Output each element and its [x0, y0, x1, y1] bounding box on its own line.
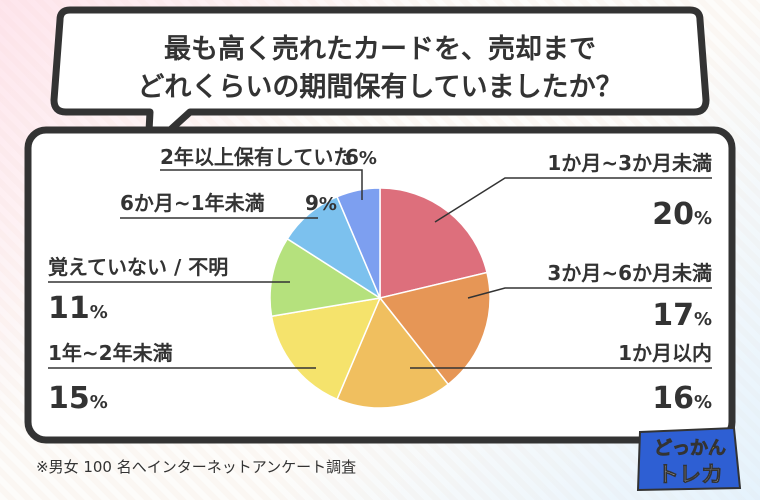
leader-line-1	[434, 177, 712, 223]
title-bubble-shape	[50, 6, 710, 154]
title-line-1: 最も高く売れたカードを、売却まで	[164, 33, 596, 65]
footnote: ※男女 100 名へインターネットアンケート調査	[36, 458, 357, 476]
leader-line-7	[160, 169, 363, 200]
slice-value-3: 16%	[652, 381, 712, 416]
slice-label-3: 1か月以内	[618, 341, 712, 365]
title-bubble: 最も高く売れたカードを、売却まで どれくらいの期間保有していましたか？	[50, 6, 710, 154]
slice-value-2: 17%	[652, 298, 712, 333]
slice-value-1: 20%	[652, 197, 712, 232]
title-line-2: どれくらいの期間保有していましたか？	[137, 72, 622, 103]
logo-line-2: トレカ	[657, 463, 723, 488]
slice-label-2: 3か月~6か月未満	[547, 261, 712, 285]
logo-line-1: どっかん	[654, 438, 726, 459]
slice-label-6: 6か月~1年未満	[120, 191, 265, 215]
leader-line-2	[467, 287, 712, 299]
pie-labels: 1か月~3か月未満 20% 3か月~6か月未満 17% 1か月以内 16% 1年~2年未満 1…	[48, 145, 712, 416]
slice-value-7: 6%	[345, 145, 377, 169]
pie-slice-4	[270, 297, 382, 401]
logo-badge	[636, 426, 742, 492]
slice-value-5: 11%	[48, 291, 108, 326]
slice-label-4: 1年~2年未満	[48, 341, 173, 365]
pie-slice-1	[379, 187, 488, 299]
pie-slice-5	[269, 237, 383, 318]
pie-slice-7	[336, 187, 381, 299]
slice-label-5: 覚えていない / 不明	[48, 255, 228, 279]
brand-logo: どっかん トレカ	[636, 426, 742, 492]
slice-label-7: 2年以上保有していた	[160, 145, 353, 169]
slice-value-6: 9%	[305, 191, 337, 215]
pie-chart	[269, 187, 491, 409]
slice-label-1: 1か月~3か月未満	[547, 151, 712, 175]
pie-slice-2	[378, 271, 491, 386]
pie-slice-3	[336, 296, 450, 409]
slice-value-4: 15%	[48, 381, 108, 416]
